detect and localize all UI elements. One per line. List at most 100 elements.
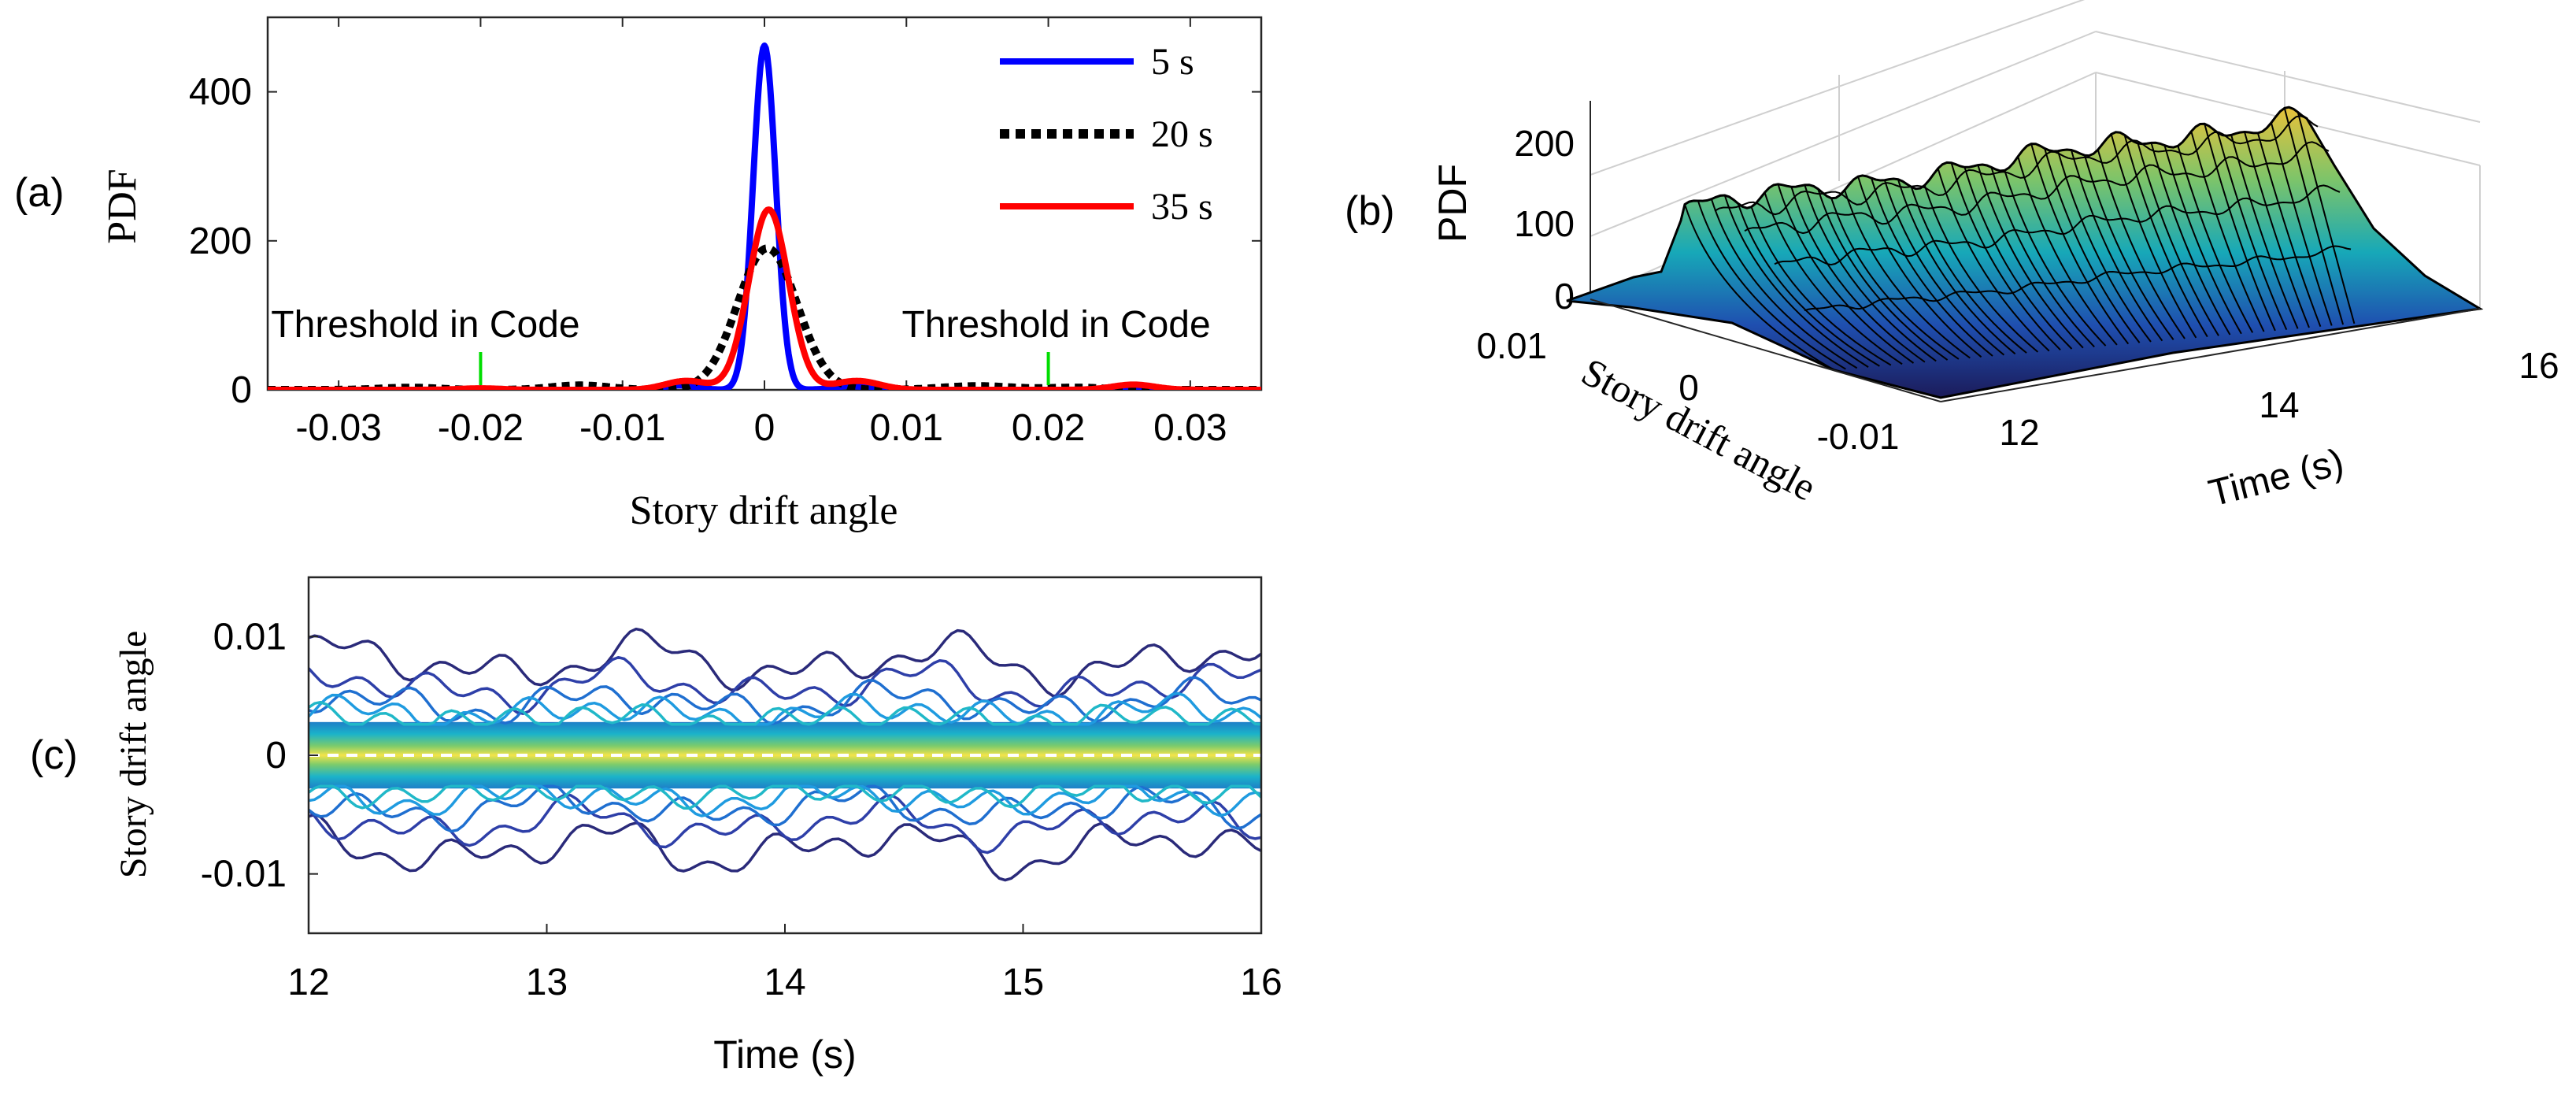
panel-a-legend-label-2: 35 s [1151, 186, 1213, 228]
panel-b-xtick: 14 [2259, 384, 2299, 425]
panel-b-mesh-line [1714, 115, 2319, 216]
panel-b-mesh-line [2044, 148, 2141, 343]
panel-c-xtick-label: 13 [526, 962, 568, 1003]
panel-c-contours [309, 627, 1261, 882]
panel-b-mesh-line [2137, 143, 2219, 336]
panel-b-mesh-line [2123, 135, 2208, 338]
panel-b-mesh-line [2270, 122, 2333, 326]
panel-c-ytick-label: -0.01 [201, 854, 287, 895]
panel-c-ytick-label: 0 [265, 735, 287, 777]
panel-b-mesh-line [2204, 124, 2276, 332]
panel-c-contour-line [309, 700, 1261, 726]
panel-c-xtick-label: 16 [1240, 962, 1282, 1003]
panel-a-legend-label-0: 5 s [1151, 41, 1194, 83]
panel-b-mesh-line [1684, 204, 1835, 371]
panel-b-mesh-line [2217, 132, 2288, 331]
panel-c-contour-line [309, 793, 1261, 854]
panel-b-mesh-line [1804, 184, 1937, 362]
panel-b-mesh-line [2017, 156, 2118, 346]
panel-b-mesh-line [1764, 192, 1903, 365]
panel-c-ticks: 12 13 14 15 16 0.01 0 -0.01 [201, 616, 1282, 1003]
panel-b-surface-chart: (b) 0 100 200 PDF [1345, 0, 2559, 515]
panel-b-front-axes [1590, 298, 2481, 402]
panel-a-series-line-2 [268, 206, 1261, 390]
panel-a-threshold-label: Threshold in Code [901, 304, 1210, 346]
panel-b-label: (b) [1345, 188, 1395, 234]
panel-a-legend-label-1: 20 s [1151, 113, 1213, 155]
panel-a-xlabel: Story drift angle [630, 488, 898, 533]
panel-b-ztick: 100 [1514, 203, 1575, 244]
panel-c-xtick-label: 14 [764, 962, 805, 1003]
panel-b-ztick: 0 [1554, 276, 1575, 317]
panel-b-ytick: 0.01 [1476, 325, 1547, 366]
panel-b-mesh-line [2030, 143, 2130, 345]
panel-b-mesh-line [1744, 141, 2330, 235]
panel-b-mesh-line [2244, 132, 2310, 328]
panel-a-threshold-label: Threshold in Code [271, 304, 579, 346]
panel-b-mesh-line [2297, 112, 2356, 324]
panel-a-xtick-label: 0.02 [1012, 407, 1085, 449]
panel-b-mesh-line [2097, 149, 2186, 339]
panel-b-mesh-line [1883, 180, 2005, 356]
panel-b-zlabel: PDF [1430, 164, 1475, 243]
panel-b-ytick: -0.01 [1817, 416, 1900, 457]
panel-b-mesh-line [2283, 108, 2345, 325]
panel-c-xtick-label: 12 [287, 962, 329, 1003]
panel-b-mesh-line [2110, 134, 2197, 339]
panel-a-legend: 5 s 20 s 35 s [1000, 41, 1213, 228]
panel-b-ztick: 200 [1514, 123, 1575, 164]
panel-a-ytick-label: 0 [231, 369, 252, 411]
panel-b-xtick: 16 [2519, 345, 2559, 386]
panel-b-mesh-line [1977, 165, 2084, 349]
panel-c-contour-line [309, 784, 1261, 817]
panel-a-axes: -0.03 -0.02 -0.01 0 0.01 0.02 0.03 0 200 400 [189, 16, 1263, 449]
panel-a-xtick-label: -0.01 [579, 407, 665, 449]
panel-b-mesh-line [1830, 198, 1960, 360]
panel-b-mesh-line [2163, 145, 2242, 335]
panel-b-mesh-line [1723, 195, 1869, 368]
panel-b-mesh-line [1871, 177, 1993, 357]
panel-b-mesh-line [1923, 184, 2039, 353]
panel-c-ytick-label: 0.01 [213, 616, 287, 658]
panel-a-line-chart: (a) -0.03 -0.02 -0.01 0 0.01 0.02 0.030200400 … [14, 16, 1263, 533]
panel-c-xtick-label: 15 [1002, 962, 1044, 1003]
panel-b-mesh-line [1737, 203, 1880, 367]
panel-b-mesh-line [1697, 200, 1846, 370]
panel-a-label: (a) [14, 170, 65, 216]
panel-a-ytick-label: 200 [189, 221, 252, 262]
panel-c-contour-line [309, 627, 1261, 698]
panel-b-mesh-line [1710, 198, 1858, 369]
panel-c-xlabel: Time (s) [713, 1032, 856, 1077]
panel-b-mesh-line [1790, 186, 1926, 363]
panel-a-series [268, 42, 1261, 390]
panel-b-surface-mesh [1684, 108, 2356, 371]
panel-a-ytick-label: 400 [189, 72, 252, 113]
panel-a-xtick-label: 0.03 [1153, 407, 1227, 449]
panel-b-surface [1566, 106, 2484, 399]
panel-b-mesh-line [1857, 176, 1982, 358]
panel-a-xtick-label: -0.03 [295, 407, 381, 449]
panel-c-contour-line [309, 784, 1261, 810]
panel-b-mesh-line [1937, 168, 2050, 352]
panel-b-mesh-line [2057, 150, 2152, 343]
panel-b-mesh-line [2256, 132, 2322, 328]
panel-b-xtick: 12 [1999, 412, 2039, 453]
panel-b-xlabel: Time (s) [2204, 441, 2348, 515]
panel-b-mesh-line [1804, 245, 2352, 312]
panel-b-ytick: 0 [1678, 367, 1699, 408]
panel-b-mesh-line [1950, 162, 2061, 351]
panel-b-mesh-line [2230, 135, 2299, 329]
panel-b-mesh-line [1844, 189, 1971, 359]
panel-c-ylabel: Story drift angle [113, 631, 154, 879]
panel-b-mesh-line [2150, 143, 2231, 335]
panel-a-ylabel: PDF [100, 169, 145, 243]
panel-c-label: (c) [30, 732, 78, 778]
panel-b-ylabel: Story drift angle [1575, 349, 1823, 509]
panel-a-xtick-label: -0.02 [438, 407, 524, 449]
panel-b-mesh-line [2190, 131, 2265, 332]
panel-c-contour-chart: (c) 12 13 14 15 16 0.01 0 -0.01 Story drift ang… [30, 576, 1282, 1077]
panel-b-zaxis: 0 100 200 PDF [1430, 101, 1591, 317]
panel-b-mesh-line [1963, 167, 2073, 350]
panel-a-thresholds: Threshold in Code Threshold in Code [271, 304, 1211, 385]
